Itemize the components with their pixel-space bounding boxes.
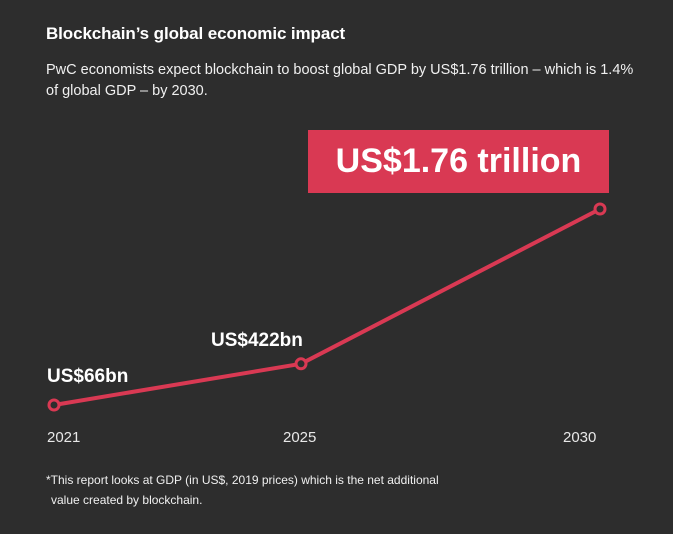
- footnote-line-1: *This report looks at GDP (in US$, 2019 …: [46, 473, 439, 487]
- footnote: *This report looks at GDP (in US$, 2019 …: [46, 470, 516, 510]
- x-axis-ticks: 2021 2025 2030: [47, 429, 596, 446]
- chart-title: Blockchain’s global economic impact: [46, 24, 346, 43]
- data-labels: US$66bn US$422bn: [47, 330, 303, 387]
- chart-subtitle: PwC economists expect blockchain to boos…: [46, 62, 634, 99]
- data-label-2025: US$422bn: [211, 330, 303, 351]
- x-tick-2030: 2030: [563, 429, 596, 446]
- x-tick-2025: 2025: [283, 429, 316, 446]
- data-point-2030: [593, 202, 607, 216]
- data-points: [47, 202, 607, 412]
- data-point-2021: [47, 398, 61, 412]
- x-tick-2021: 2021: [47, 429, 80, 446]
- data-label-2021: US$66bn: [47, 366, 128, 387]
- total-impact-badge: US$1.76 trillion: [308, 130, 609, 193]
- series-line: [53, 207, 601, 407]
- footnote-line-2: value created by blockchain.: [51, 493, 203, 507]
- data-point-2025: [294, 357, 308, 371]
